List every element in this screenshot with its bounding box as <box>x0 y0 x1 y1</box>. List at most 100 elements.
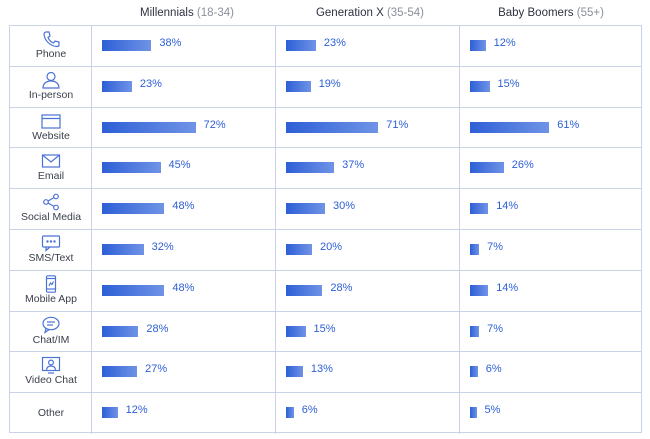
bar <box>286 121 379 133</box>
channel-label-cell: Other <box>10 393 92 434</box>
bar-value-label: 12% <box>125 404 148 417</box>
bar <box>470 366 478 378</box>
channel-label: Phone <box>35 48 67 60</box>
channel-label-cell: In-person <box>10 66 92 107</box>
bar <box>286 407 294 419</box>
channel-label: Other <box>37 407 65 420</box>
channel-label: Website <box>32 129 70 142</box>
bar <box>102 203 165 215</box>
value-cell: 12% <box>92 393 276 434</box>
bar-value-label: 48% <box>172 200 195 213</box>
column-headers: Millennials (18-34) Generation X (35-54)… <box>0 0 650 26</box>
bar <box>470 121 550 133</box>
bar-value-label: 15% <box>497 77 520 90</box>
channel-label-cell: SMS/Text <box>10 230 92 270</box>
bar-value-label: 7% <box>487 322 503 335</box>
value-cell: 19% <box>276 66 460 107</box>
bar-value-label: 37% <box>342 159 365 172</box>
bar <box>102 40 152 51</box>
bar-value-label: 5% <box>484 404 501 417</box>
bar-value-label: 20% <box>320 241 343 253</box>
browser-window-icon <box>40 112 61 130</box>
table-row: Mobile App 48% 28% 14% <box>10 270 641 312</box>
bar-value-label: 13% <box>310 363 333 376</box>
value-cell: 72% <box>92 107 276 148</box>
channel-label: Chat/IM <box>32 333 70 346</box>
video-chat-icon <box>41 356 61 374</box>
bar <box>102 325 139 337</box>
table-row: Phone 38% 23% 12% <box>10 26 641 67</box>
channel-label: Social Media <box>20 211 82 224</box>
value-cell: 15% <box>276 311 460 352</box>
bar-value-label: 14% <box>496 281 519 294</box>
table-row: Email 45% 37% 26% <box>10 148 641 190</box>
bar <box>286 366 303 378</box>
channel-label: In-person <box>28 88 74 101</box>
value-cell: 7% <box>460 312 641 352</box>
bar-value-label: 71% <box>386 118 409 131</box>
bar <box>470 284 489 296</box>
bar-value-label: 7% <box>487 241 503 253</box>
bar <box>470 40 486 51</box>
bar-value-label: 48% <box>172 281 195 294</box>
column-header-name: Baby Boomers <box>498 7 574 19</box>
bar-value-label: 23% <box>323 37 346 49</box>
bar <box>286 162 335 174</box>
bar-value-label: 38% <box>159 37 182 49</box>
bar <box>470 325 480 337</box>
value-cell: 48% <box>92 270 276 311</box>
value-cell: 26% <box>460 148 641 188</box>
table-row: Social Media 48% 30% 14% <box>10 189 641 230</box>
bar <box>470 162 504 174</box>
column-header-age: (18-34) <box>196 7 234 19</box>
speech-bubble-icon <box>41 316 61 334</box>
channel-label-cell: Social Media <box>10 189 92 229</box>
bar-value-label: 23% <box>139 77 162 90</box>
channel-label: Mobile App <box>25 292 77 305</box>
bar <box>102 244 144 255</box>
table-row: Website 72% 71% 61% <box>10 107 641 149</box>
value-cell: 23% <box>276 26 460 66</box>
value-cell: 12% <box>460 26 641 66</box>
channel-label-cell: Website <box>10 107 92 148</box>
bar-value-label: 27% <box>145 363 168 376</box>
channel-label-cell: Video Chat <box>10 352 92 393</box>
bar <box>470 80 490 92</box>
value-cell: 38% <box>92 26 276 66</box>
table-row: Chat/IM 28% 15% 7% <box>10 311 641 353</box>
column-header-name: Millennials <box>140 7 194 19</box>
value-cell: 61% <box>460 108 641 148</box>
bar-value-label: 12% <box>493 37 516 49</box>
bar-value-label: 28% <box>146 322 169 335</box>
envelope-icon <box>41 152 61 170</box>
bar <box>286 80 311 92</box>
bar <box>286 325 306 337</box>
value-cell: 37% <box>276 148 460 189</box>
channel-label-cell: Phone <box>10 26 92 66</box>
phone-icon <box>41 30 61 48</box>
channel-label: Video Chat <box>25 374 77 387</box>
table-row: SMS/Text 32% 20% 7% <box>10 230 641 271</box>
value-cell: 6% <box>460 352 641 392</box>
bar-value-label: 26% <box>511 159 534 172</box>
channel-label: SMS/Text <box>28 252 74 264</box>
bar-value-label: 14% <box>496 200 519 213</box>
value-cell: 7% <box>460 230 641 270</box>
value-cell: 14% <box>460 271 641 311</box>
column-header-generation-x: Generation X (35-54) <box>280 7 460 19</box>
mobile-phone-icon <box>41 274 61 293</box>
person-icon <box>41 71 61 89</box>
bar <box>286 244 312 255</box>
bar-value-label: 32% <box>151 241 174 253</box>
bar <box>102 366 138 378</box>
value-cell: 13% <box>276 352 460 393</box>
bar-value-label: 28% <box>330 281 353 294</box>
chat-bubble-icon <box>41 234 61 252</box>
bar <box>102 80 132 92</box>
bar <box>470 203 489 215</box>
value-cell: 48% <box>92 189 276 229</box>
value-cell: 15% <box>460 67 641 107</box>
column-header-age: (55+) <box>576 7 604 19</box>
bar <box>102 121 196 133</box>
column-header-millennials: Millennials (18-34) <box>97 7 277 19</box>
